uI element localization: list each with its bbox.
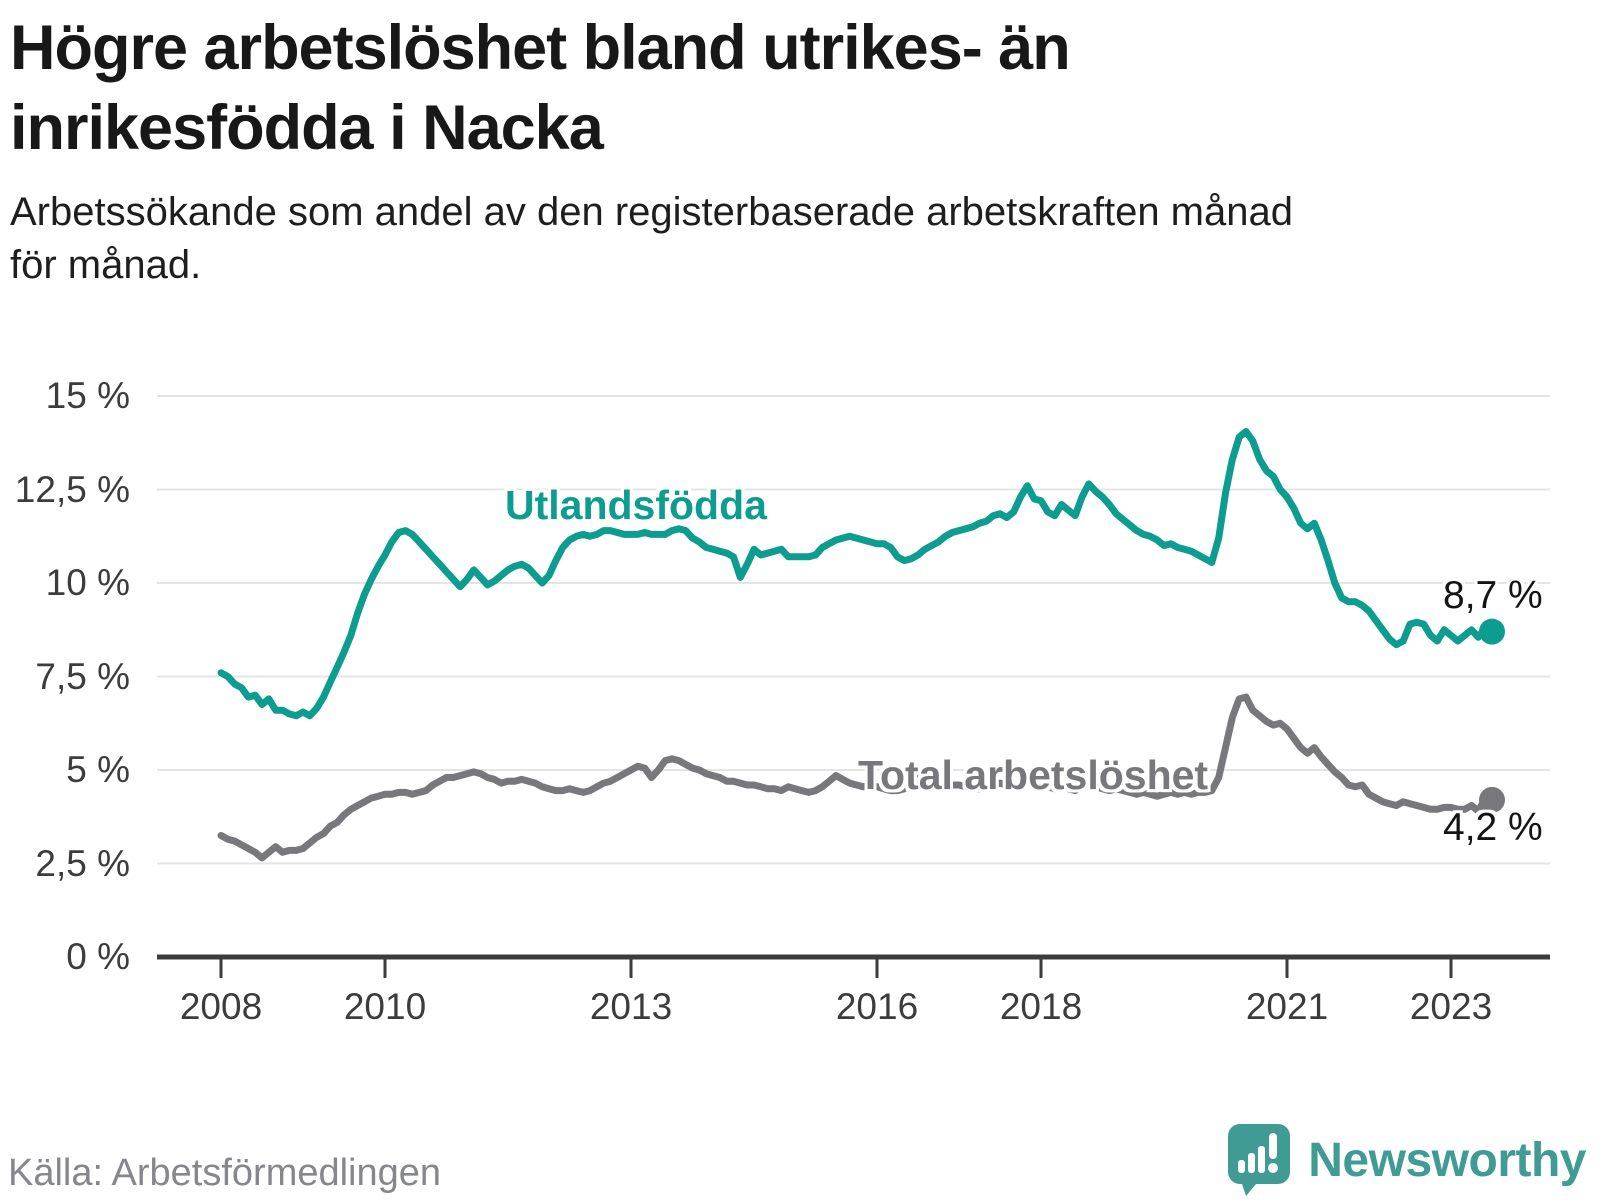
chart-subtitle-line-2: för månad. bbox=[10, 243, 202, 287]
source-credit: Källa: Arbetsförmedlingen bbox=[8, 1152, 442, 1194]
x-tick-label-2018: 2018 bbox=[999, 986, 1083, 1027]
x-tick-label-2013: 2013 bbox=[589, 986, 673, 1027]
newsworthy-logo-icon bbox=[1228, 1124, 1291, 1196]
series-line-total bbox=[217, 693, 1496, 862]
chart-subtitle-line-1: Arbetssökande som andel av den registerb… bbox=[10, 190, 1293, 234]
y-tick-label-10: 10 % bbox=[45, 562, 130, 603]
logo-wordmark: Newsworthy bbox=[1308, 1133, 1586, 1187]
logo-bar-3 bbox=[1258, 1146, 1266, 1173]
newsworthy-logo: Newsworthy bbox=[1226, 1122, 1586, 1198]
y-tick-label-7.5: 7,5 % bbox=[35, 655, 130, 697]
series-line-utlandsfodda bbox=[217, 428, 1496, 720]
y-tick-label-5: 5 % bbox=[66, 749, 130, 790]
y-tick-label-12.5: 12,5 % bbox=[14, 468, 130, 510]
series-end-dot-utlandsfodda bbox=[1479, 618, 1505, 645]
x-tick-label-2023: 2023 bbox=[1409, 986, 1493, 1027]
series-end-dot-total bbox=[1479, 786, 1505, 813]
y-tick-label-2.5: 2,5 % bbox=[35, 842, 130, 884]
end-value-label-utlandsfodda: 8,7 % bbox=[1443, 574, 1543, 617]
page-title-line-1: Högre arbetslöshet bland utrikes- än bbox=[10, 13, 1071, 83]
series-label-total-arbetsloshet: Total arbetslöshet bbox=[858, 752, 1209, 798]
series-label-utlandsfodda: Utlandsfödda bbox=[505, 482, 767, 528]
x-tick-label-2016: 2016 bbox=[835, 986, 919, 1027]
y-tick-label-0: 0 % bbox=[66, 936, 130, 977]
x-tick-label-2008: 2008 bbox=[179, 986, 263, 1027]
logo-bar-2 bbox=[1248, 1153, 1256, 1173]
x-tick-label-2021: 2021 bbox=[1245, 986, 1329, 1027]
x-tick-label-2010: 2010 bbox=[343, 986, 427, 1027]
y-tick-label-15: 15 % bbox=[45, 375, 130, 416]
logo-exclamation-bar bbox=[1269, 1133, 1278, 1159]
logo-bar-1 bbox=[1238, 1160, 1246, 1173]
page-title-line-2: inrikesfödda i Nacka bbox=[10, 93, 604, 163]
logo-exclamation-dot bbox=[1268, 1163, 1279, 1173]
end-value-label-total: 4,2 % bbox=[1443, 806, 1543, 849]
